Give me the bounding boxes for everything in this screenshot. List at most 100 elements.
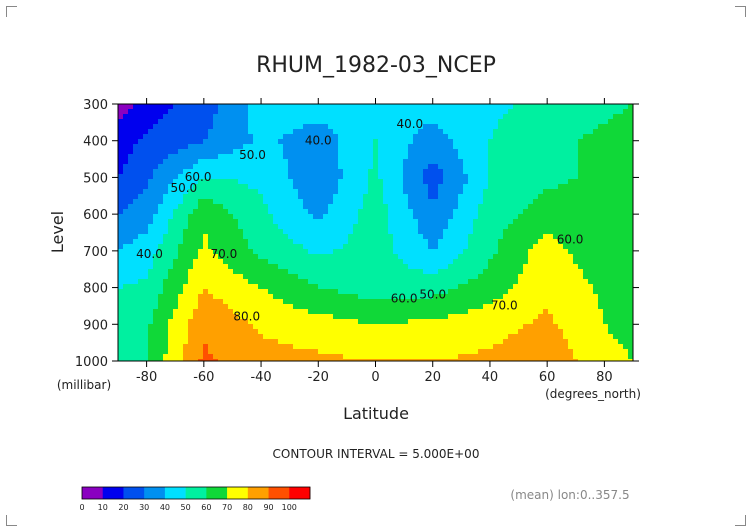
contour-cell [253,219,259,225]
contour-cell [488,299,494,305]
contour-cell [513,239,519,245]
contour-cell [288,169,294,175]
contour-cell [243,244,249,250]
contour-cell [118,144,124,150]
contour-cell [303,339,309,345]
contour-cell [298,244,304,250]
contour-cell [188,109,194,115]
contour-cell [213,164,219,170]
contour-cell [248,119,254,125]
contour-cell [228,244,234,250]
contour-cell [128,299,134,305]
contour-cell [443,189,449,195]
contour-cell [123,149,129,155]
contour-cell [233,179,239,185]
contour-cell [443,354,449,360]
contour-cell [323,119,329,125]
contour-cell [538,359,544,361]
contour-cell [273,199,279,205]
contour-cell [123,164,129,170]
contour-cell [483,344,489,350]
contour-cell [173,269,179,275]
contour-cell [583,269,589,275]
contour-cell [478,249,484,255]
contour-cell [588,174,594,180]
contour-cell [243,199,249,205]
contour-cell [438,119,444,125]
contour-cell [463,234,469,240]
contour-cell [123,199,129,205]
contour-cell [163,179,169,185]
contour-cell [493,344,499,350]
contour-cell [143,334,149,340]
contour-cell [158,134,164,140]
contour-cell [303,329,309,335]
contour-cell [158,194,164,200]
contour-cell [118,244,124,250]
contour-cell [513,334,519,340]
contour-cell [383,129,389,135]
contour-cell [173,324,179,330]
contour-cell [258,154,264,160]
contour-cell [258,299,264,305]
contour-cell [463,119,469,125]
contour-cell [263,184,269,190]
contour-cell [338,354,344,360]
contour-cell [403,214,409,220]
contour-cell [438,209,444,215]
contour-cell [368,179,374,185]
contour-cell [543,159,549,165]
contour-cell [258,119,264,125]
contour-cell [553,134,559,140]
contour-cell [248,324,254,330]
contour-cell [463,334,469,340]
contour-cell [543,329,549,335]
contour-cell [533,169,539,175]
contour-cell [468,299,474,305]
contour-cell [183,259,189,265]
contour-cell [403,259,409,265]
contour-cell [518,234,524,240]
contour-cell [183,109,189,115]
contour-cell [293,209,299,215]
contour-cell [383,254,389,260]
contour-cell [123,214,129,220]
contour-cell [143,189,149,195]
contour-cell [518,254,524,260]
contour-cell [478,339,484,345]
contour-cell [168,224,174,230]
contour-cell [253,194,259,200]
contour-cell [548,139,554,145]
contour-cell [123,244,129,250]
contour-cell [143,114,149,120]
contour-cell [543,294,549,300]
contour-cell [503,129,509,135]
contour-cell [283,129,289,135]
contour-cell [133,129,139,135]
contour-cell [418,144,424,150]
contour-cell [253,289,259,295]
contour-cell [328,354,334,360]
contour-cell [423,224,429,230]
contour-cell [448,139,454,145]
contour-cell [413,184,419,190]
contour-cell [303,289,309,295]
contour-cell [148,314,154,320]
contour-cell [188,154,194,160]
contour-cell [543,164,549,170]
contour-cell [288,264,294,270]
contour-cell [193,224,199,230]
contour-cell [568,119,574,125]
contour-cell [383,359,389,361]
contour-cell [233,174,239,180]
contour-cell [273,304,279,310]
contour-cell [153,274,159,280]
contour-cell [318,104,324,110]
contour-cell [433,304,439,310]
contour-cell [418,189,424,195]
contour-cell [208,104,214,110]
contour-cell [543,274,549,280]
contour-cell [278,119,284,125]
contour-cell [248,104,254,110]
contour-cell [443,144,449,150]
